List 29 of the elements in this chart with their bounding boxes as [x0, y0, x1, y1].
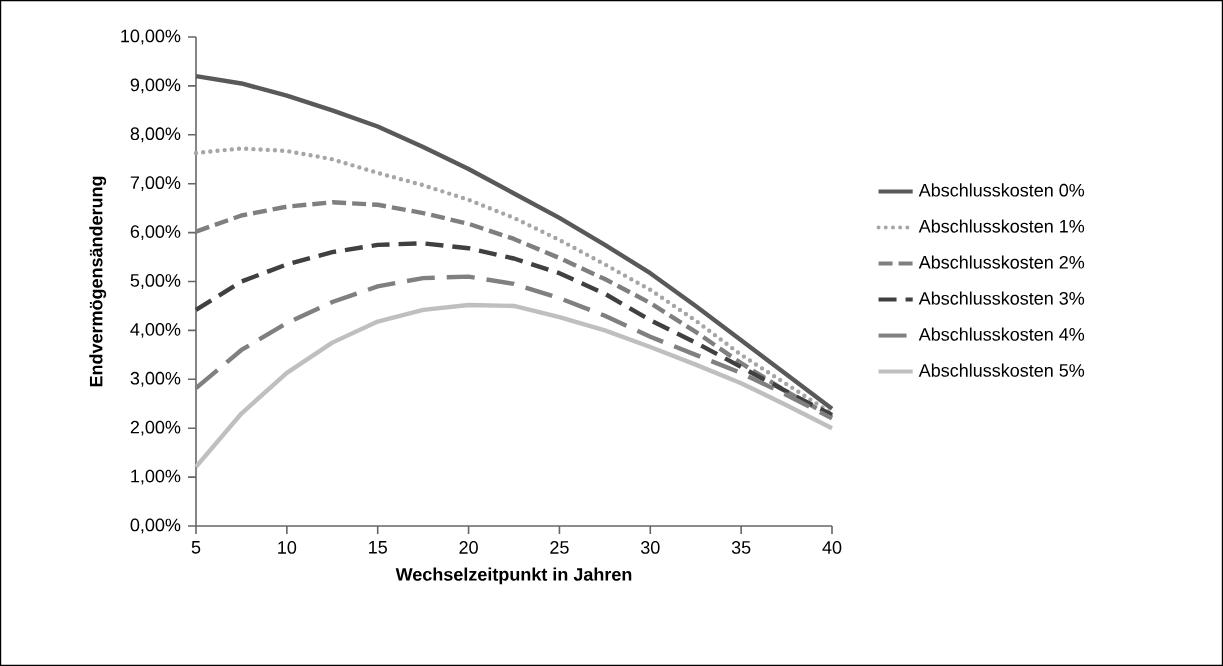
x-tick-label: 5 — [191, 541, 201, 554]
legend-label: Abschlusskosten 0% — [918, 183, 1085, 197]
y-axis-title: Endvermögensänderung — [89, 176, 107, 387]
x-tick-label: 20 — [459, 541, 478, 554]
y-tick-label: 10,00% — [121, 29, 181, 45]
y-tick-label: 4,00% — [130, 322, 181, 338]
x-tick-label: 10 — [278, 541, 297, 554]
x-tick-label: 40 — [822, 541, 842, 554]
line-series — [193, 241, 835, 418]
x-tick-label: 15 — [369, 541, 387, 554]
legend-label: Abschlusskosten 1% — [918, 219, 1085, 233]
y-tick-label: 8,00% — [130, 127, 181, 143]
x-tick-label: 25 — [550, 541, 569, 554]
legend-label: Abschlusskosten 3% — [918, 291, 1085, 305]
y-tick-label: 1,00% — [131, 469, 181, 485]
x-tick-label: 35 — [731, 541, 751, 554]
y-tick-label: 3,00% — [130, 371, 181, 387]
legend-label: Abschlusskosten 4% — [918, 327, 1085, 341]
x-axis-title: Wechselzeitpunkt in Jahren — [395, 567, 632, 585]
y-tick-label: 5,00% — [130, 274, 181, 289]
line-series — [193, 302, 835, 470]
y-tick-label: 7,00% — [130, 176, 181, 192]
y-tick-label: 0,00% — [130, 518, 181, 534]
y-tick-label: 2,00% — [130, 420, 181, 436]
y-tick-label: 6,00% — [130, 225, 181, 241]
x-tick-label: 30 — [640, 541, 660, 554]
legend-label: Abschlusskosten 2% — [918, 255, 1085, 269]
legend-label: Abschlusskosten 5% — [918, 363, 1085, 377]
y-tick-label: 9,00% — [130, 78, 181, 94]
